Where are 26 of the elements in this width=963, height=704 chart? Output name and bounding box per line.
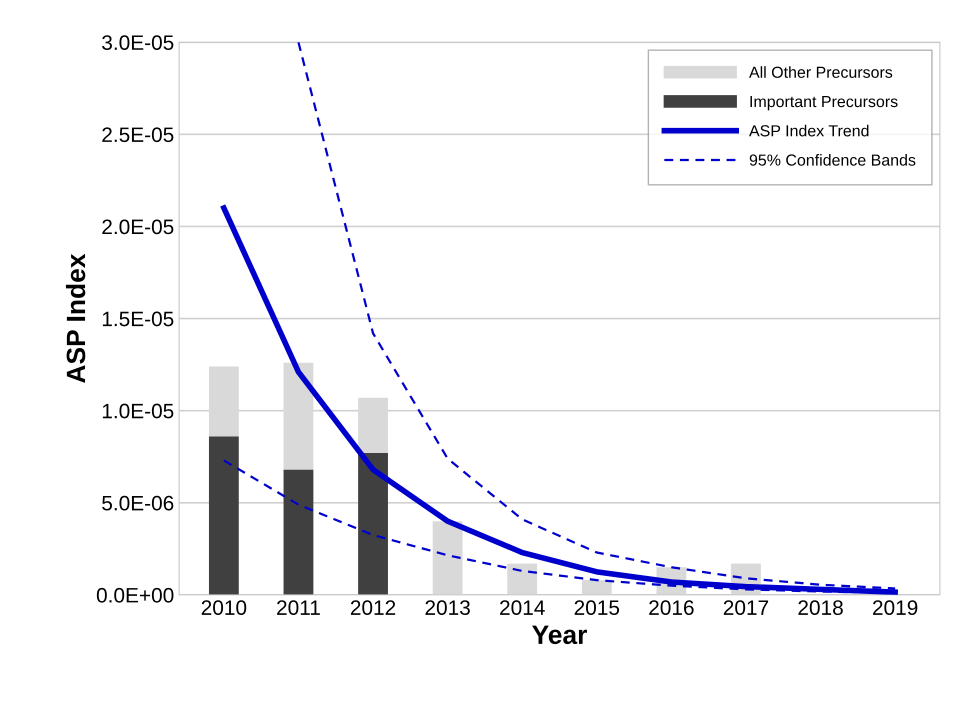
y-tick-label: 2.5E-05 <box>102 127 174 142</box>
x-axis-title: Year <box>532 626 587 644</box>
x-tick-label: 2019 <box>873 600 918 616</box>
y-tick-label: 2.0E-05 <box>102 219 174 234</box>
y-tick-label: 5.0E-06 <box>102 496 174 511</box>
legend-label: All Other Precursors <box>749 66 892 78</box>
bar <box>358 453 388 595</box>
x-tick-label: 2016 <box>649 600 694 616</box>
legend-label: Important Precursors <box>750 96 898 110</box>
y-tick-label: 1.5E-05 <box>102 312 174 326</box>
x-tick-label: 2013 <box>426 600 470 616</box>
bar <box>284 470 314 595</box>
x-tick-label: 2011 <box>277 600 320 616</box>
legend-label: 95% Confidence Bands <box>750 154 916 166</box>
bar <box>208 436 239 595</box>
y-axis-title: ASP Index <box>66 254 86 383</box>
x-tick-label: 2012 <box>350 600 396 616</box>
legend-label: ASP Index Trend <box>749 124 868 136</box>
x-tick-label: 2014 <box>500 600 545 616</box>
x-tick-label: 2015 <box>574 600 620 616</box>
y-tick-label: 3.0E-05 <box>102 35 174 50</box>
x-tick-label: 2017 <box>724 600 768 616</box>
x-tick-label: 2018 <box>798 600 843 616</box>
y-tick-label: 1.0E-05 <box>102 404 174 418</box>
y-tick-label: 0.0E+00 <box>96 588 174 603</box>
x-tick-label: 2010 <box>202 600 246 616</box>
